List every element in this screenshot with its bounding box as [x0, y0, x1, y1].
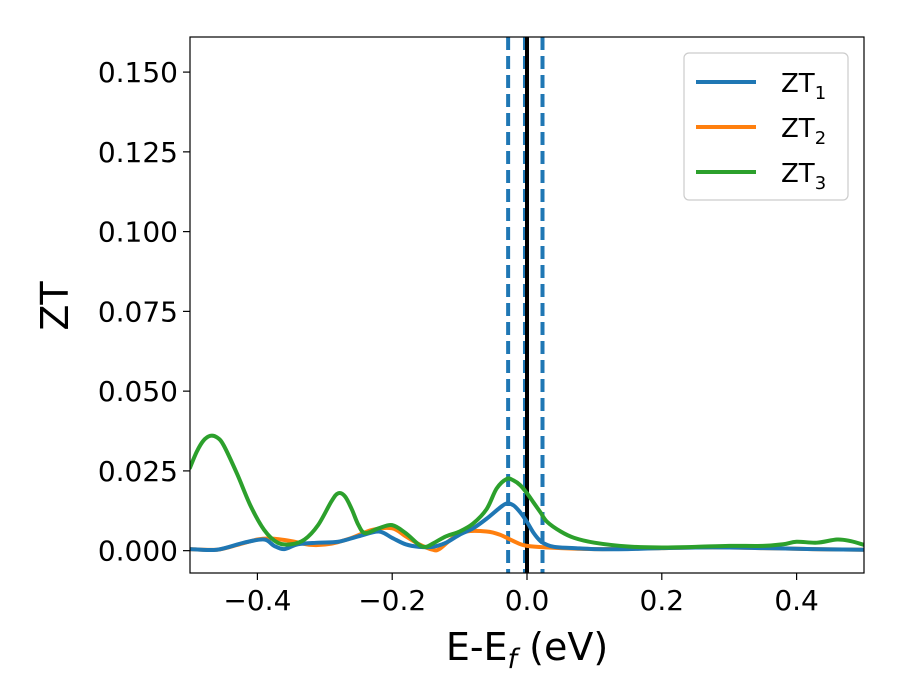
y-tick-label: 0.025: [98, 455, 178, 488]
y-tick-label: 0.150: [98, 56, 178, 89]
y-tick-label: 0.100: [98, 216, 178, 249]
y-tick-label: 0.050: [98, 375, 178, 408]
y-tick-label: 0.125: [98, 136, 178, 169]
legend-label-zt1: ZT1: [781, 69, 826, 104]
plot-lines: [190, 37, 864, 573]
legend-box: [683, 52, 849, 201]
legend: ZT1 ZT2 ZT3: [683, 52, 849, 201]
x-tick-label: 0.0: [505, 584, 550, 617]
legend-label-zt2: ZT2: [781, 114, 826, 149]
series-line-zt3: [190, 433, 864, 550]
y-axis-label: ZT: [33, 281, 77, 331]
x-axis-label-unit: (eV): [517, 625, 608, 669]
legend-label-zt3: ZT3: [781, 159, 826, 194]
x-tick-label: −0.2: [358, 584, 426, 617]
x-axis-label: E-Ef (eV): [446, 625, 608, 675]
y-tick-label: 0.075: [98, 295, 178, 328]
x-tick-label: 0.4: [774, 584, 819, 617]
axes: −0.4 −0.2 0.0 0.2 0.4 0.000 0.025 0.050 0.075 0.1…: [98, 36, 865, 617]
x-tick-label: 0.2: [640, 584, 685, 617]
y-tick-label: 0.000: [98, 535, 178, 568]
x-tick-label: −0.4: [223, 584, 291, 617]
